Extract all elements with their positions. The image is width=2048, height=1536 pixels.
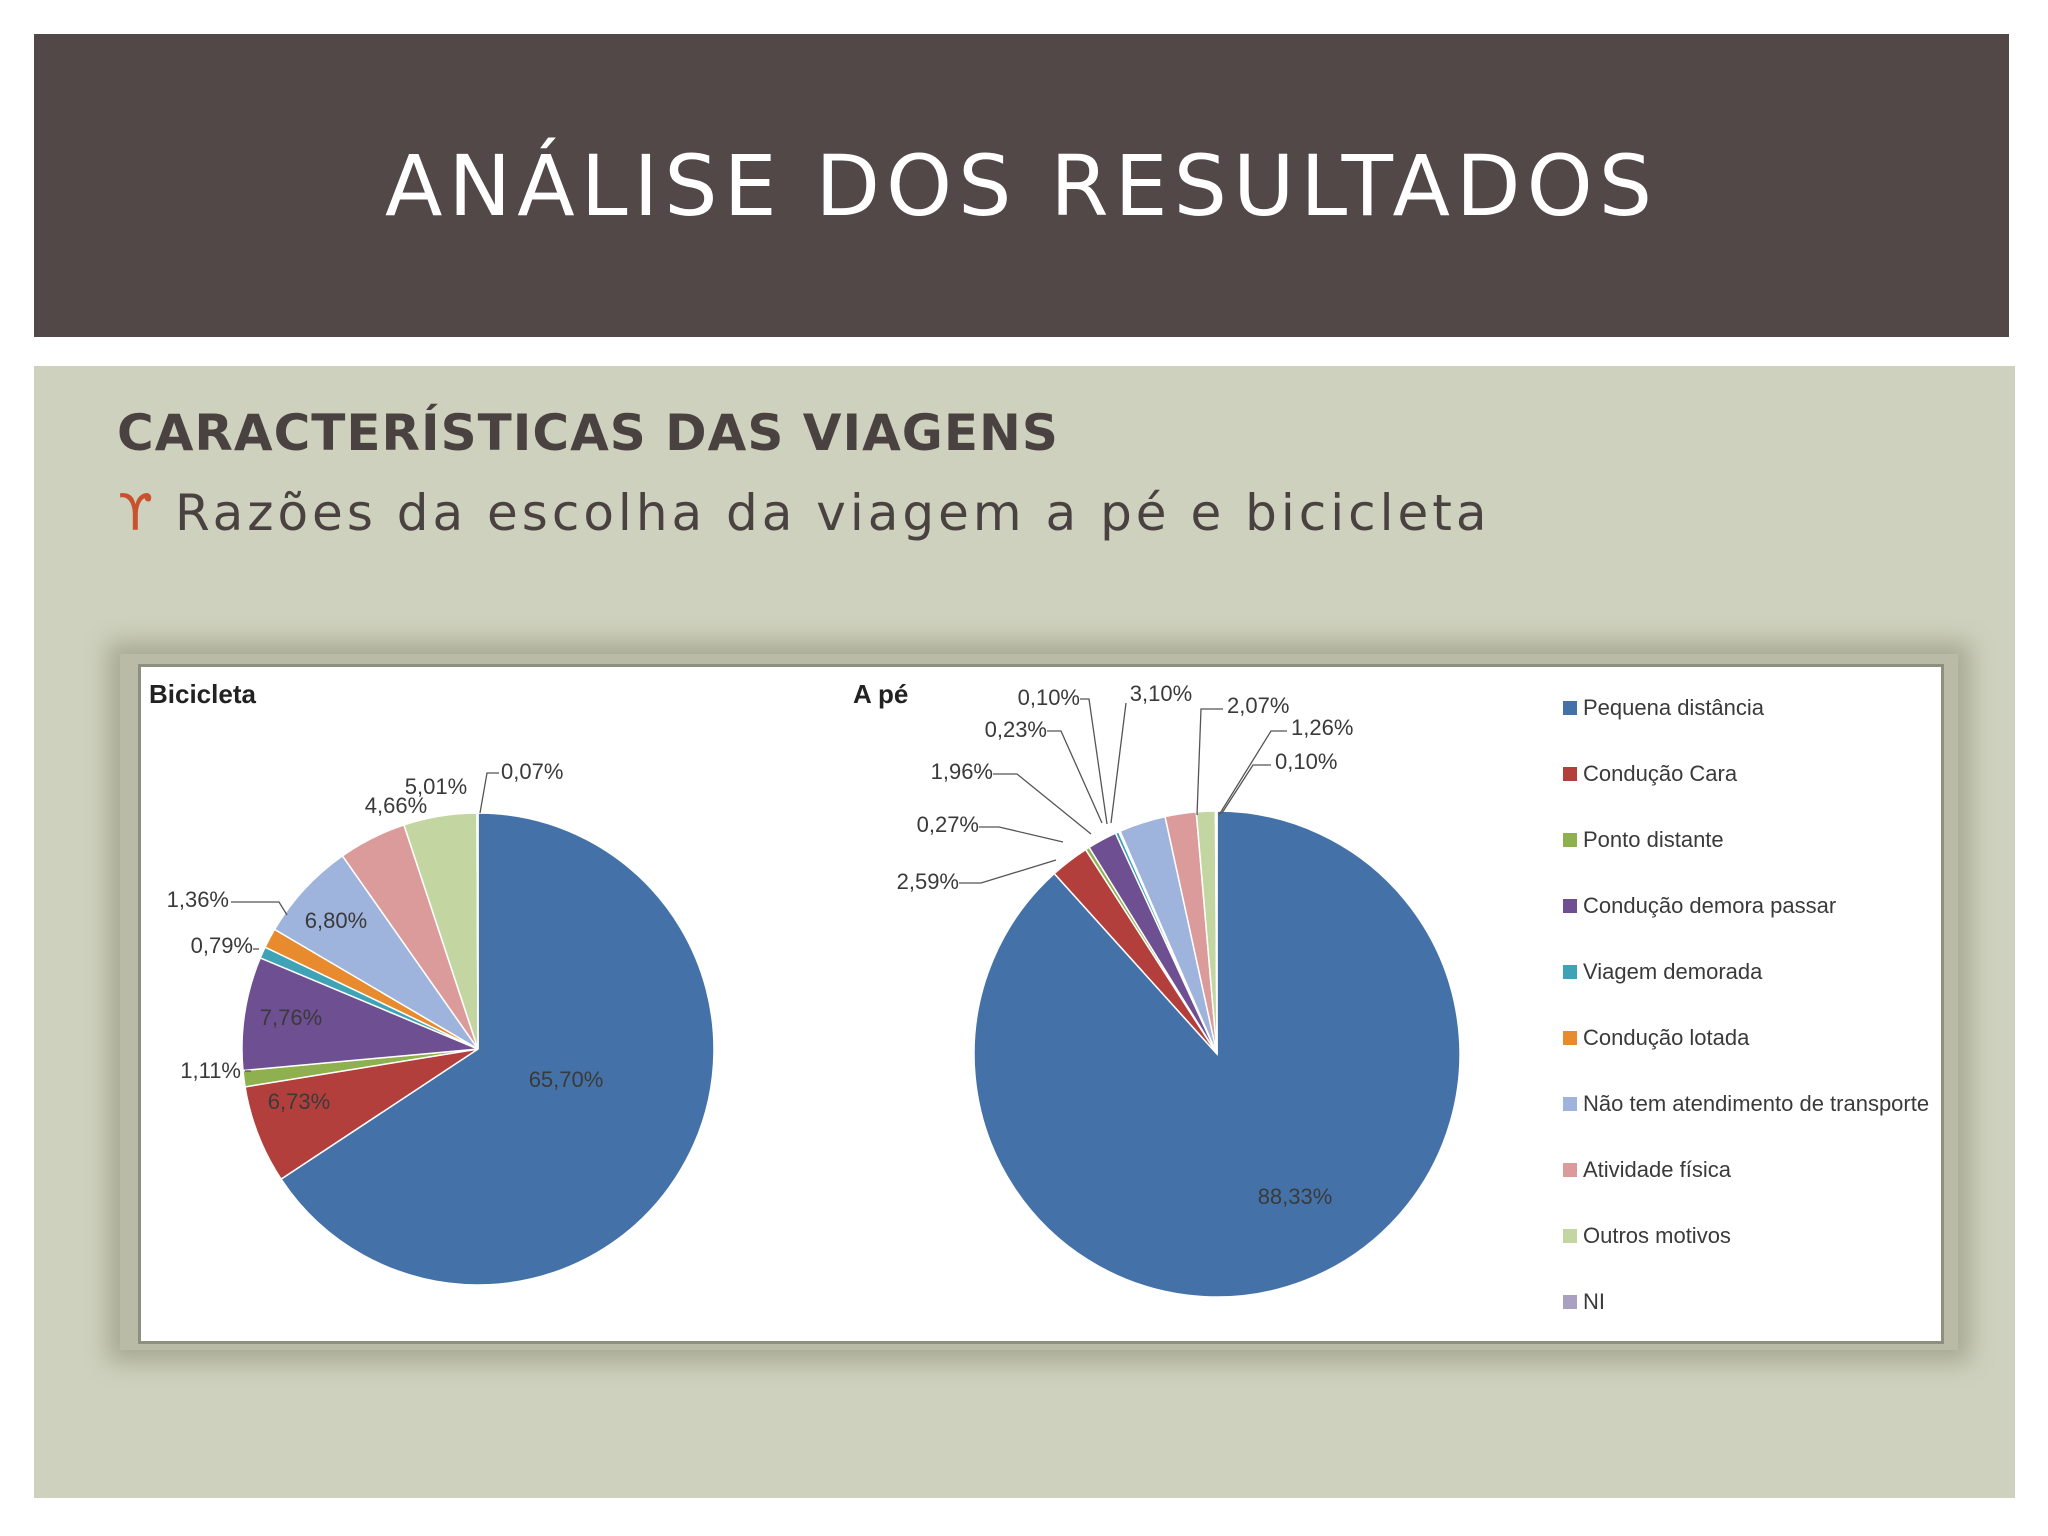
leader-line [1196, 708, 1223, 816]
data-label: 65,70% [529, 1067, 604, 1092]
legend-swatch [1563, 1097, 1577, 1111]
legend-swatch [1563, 1163, 1577, 1177]
legend-swatch [1563, 1031, 1577, 1045]
data-label: 0,10% [1018, 685, 1080, 710]
section-subtitle: CARACTERÍSTICAS DAS VIAGENS [117, 404, 1059, 462]
data-label: 0,23% [985, 717, 1047, 742]
content-area: CARACTERÍSTICAS DAS VIAGENS ϒ Razões da … [34, 366, 2015, 1498]
legend-label: Condução demora passar [1583, 893, 1836, 918]
data-label: 1,96% [931, 759, 993, 784]
leader-line [1110, 702, 1127, 824]
data-label: 6,80% [305, 908, 367, 933]
data-label: 0,07% [501, 759, 563, 784]
legend-swatch [1563, 701, 1577, 715]
legend-swatch [1563, 1229, 1577, 1243]
leader-line [1218, 730, 1287, 816]
data-label: 0,10% [1275, 749, 1337, 774]
data-label: 1,11% [180, 1058, 241, 1083]
legend-label: Ponto distante [1583, 827, 1724, 852]
data-label: 0,27% [917, 812, 979, 837]
leader-line [993, 773, 1092, 835]
bullet-icon: ϒ [118, 484, 157, 542]
leader-line [231, 901, 288, 916]
data-label: 88,33% [1258, 1184, 1333, 1209]
leader-line [1047, 730, 1103, 824]
chart-title: Bicicleta [149, 679, 256, 709]
leader-line [979, 826, 1064, 843]
leader-line [959, 859, 1057, 884]
legend-label: Pequena distância [1583, 695, 1765, 720]
legend-label: Condução lotada [1583, 1025, 1750, 1050]
legend-label: Não tem atendimento de transporte [1583, 1091, 1929, 1116]
pie-chart-a-pe: A pé 88,33% 2,59% 0,27% 1,96% 0,23% 0,10% 3,10%… [853, 679, 1461, 1298]
chart-title: A pé [853, 679, 908, 709]
data-label: 3,10% [1130, 681, 1192, 706]
legend-swatch [1563, 899, 1577, 913]
data-label: 4,66% [365, 793, 427, 818]
legend-swatch [1563, 767, 1577, 781]
data-label: 1,36% [167, 887, 229, 912]
pie-chart-bicicleta: Bicicleta 65,70% 6,73% 1,11% 7,76% 0,79% 1,36%… [149, 679, 715, 1286]
chart-container: Bicicleta 65,70% 6,73% 1,11% 7,76% 0,79% 1,36%… [138, 664, 1944, 1344]
data-label: 0,79% [191, 933, 253, 958]
leader-line [1080, 698, 1108, 825]
pie-slice [280, 812, 715, 1286]
leader-line [1221, 764, 1271, 814]
legend-label: Atividade física [1583, 1157, 1732, 1182]
pie-slice [476, 812, 479, 1050]
legend-swatch [1563, 965, 1577, 979]
page-title: ANÁLISE DOS RESULTADOS [384, 136, 1659, 235]
header-bar: ANÁLISE DOS RESULTADOS [34, 34, 2009, 337]
legend-label: Condução Cara [1583, 761, 1738, 786]
pie-slice [241, 956, 479, 1072]
data-label: 6,73% [268, 1089, 330, 1114]
leader-line [479, 772, 499, 814]
data-label: 2,59% [897, 869, 959, 894]
bullet-item: ϒ Razões da escolha da viagem a pé e bic… [118, 484, 1491, 542]
legend-label: Viagem demorada [1583, 959, 1763, 984]
pie-charts-svg: Bicicleta 65,70% 6,73% 1,11% 7,76% 0,79% 1,36%… [149, 679, 1929, 1314]
legend-swatch [1563, 833, 1577, 847]
chart-legend: Pequena distância Condução Cara Ponto dist… [1563, 695, 1929, 1314]
pie-slice [1214, 810, 1218, 1055]
legend-label: Outros motivos [1583, 1223, 1731, 1248]
legend-swatch [1563, 1295, 1577, 1309]
data-label: 7,76% [260, 1005, 322, 1030]
data-label: 5,01% [405, 774, 467, 799]
legend-label: NI [1583, 1289, 1605, 1314]
data-label: 1,26% [1291, 715, 1353, 740]
bullet-text: Razões da escolha da viagem a pé e bicic… [174, 484, 1491, 542]
data-label: 2,07% [1227, 693, 1289, 718]
